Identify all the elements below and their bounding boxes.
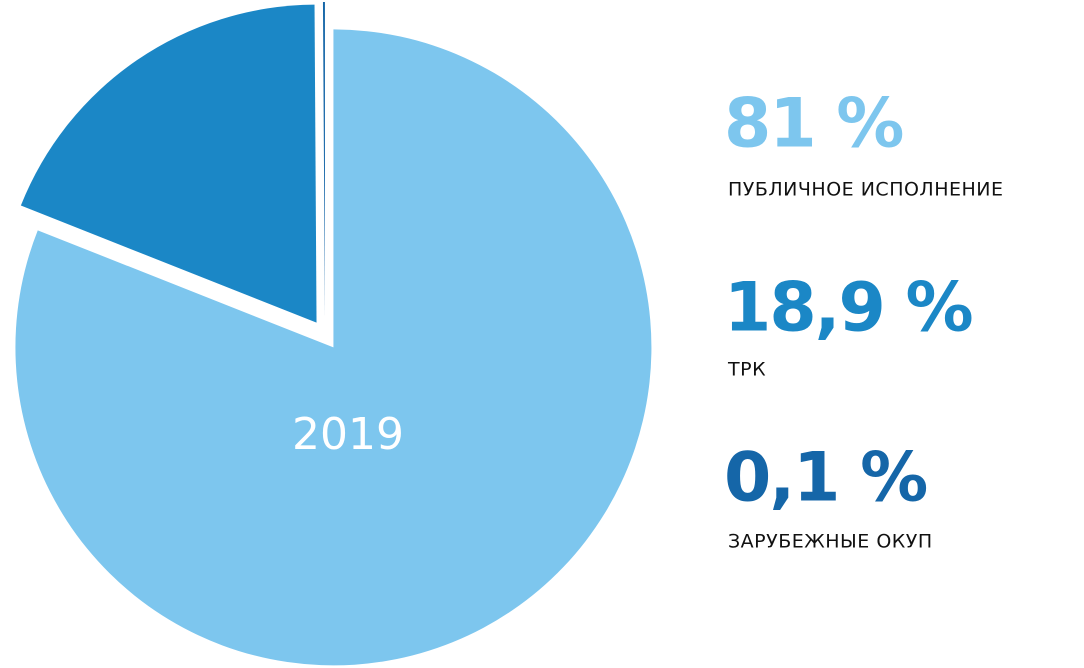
legend-label: ЗАРУБЕЖНЫЕ ОКУП [728,531,933,553]
pie-slice [322,2,325,321]
legend-value: 18,9 % [724,269,972,348]
legend-value: 81 % [724,85,902,164]
chart-title: 2019 [292,409,404,460]
legend-label: ПУБЛИЧНОЕ ИСПОЛНЕНИЕ [728,179,1004,201]
pie-slice [15,29,652,666]
pie-slice [20,4,317,323]
legend-value: 0,1 % [724,439,926,518]
legend-label: ТРК [727,359,766,381]
